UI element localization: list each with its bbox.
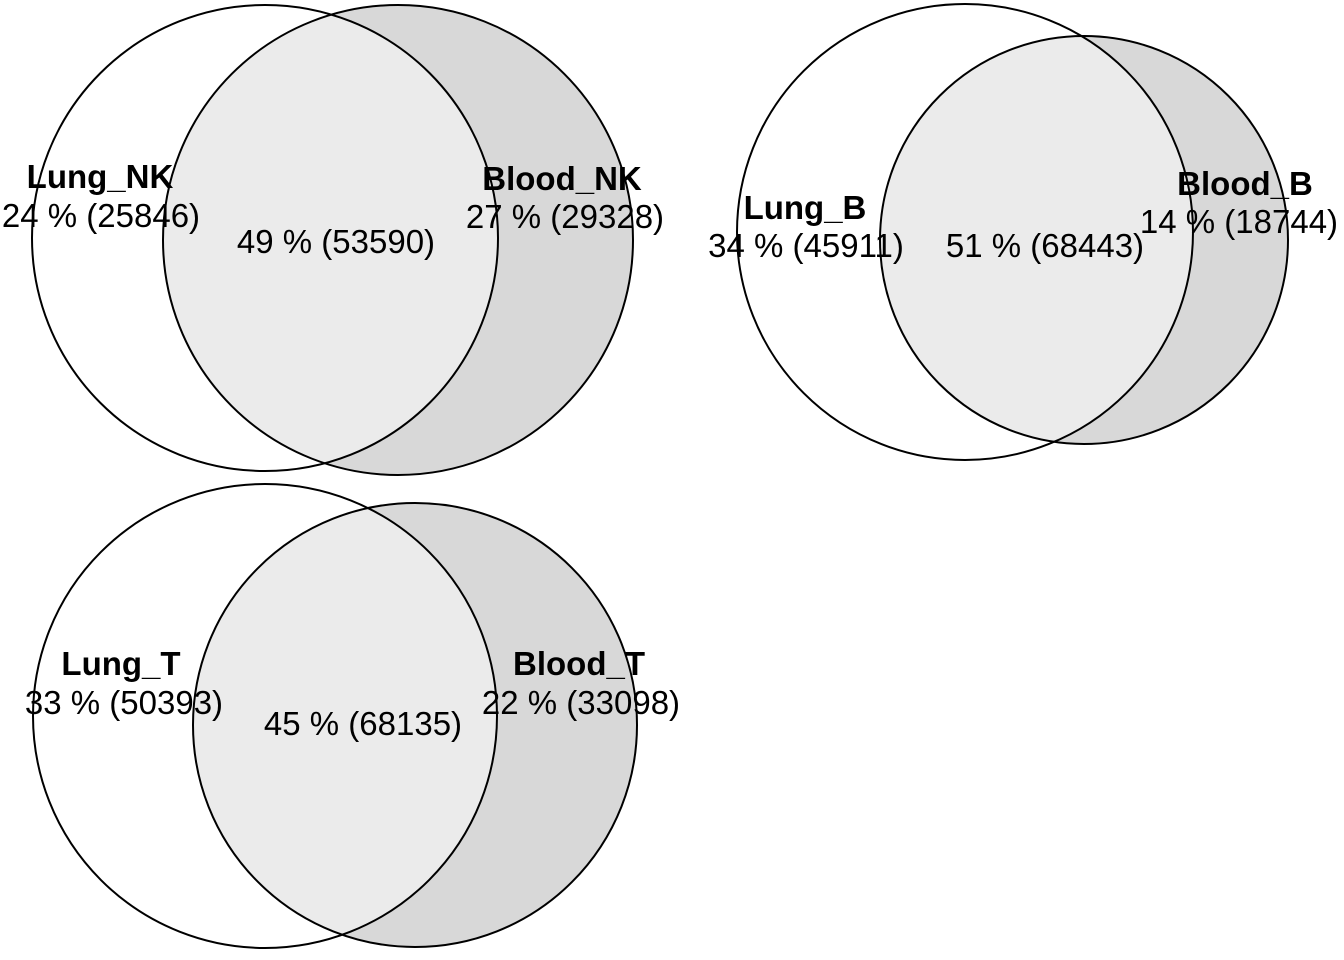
- lung-t-value: 33 % (50393): [25, 684, 223, 721]
- lung-b-label: Lung_B: [744, 189, 867, 226]
- blood-b-value: 14 % (18744): [1140, 203, 1338, 240]
- blood-nk-circle-outline: [162, 4, 634, 476]
- blood-b-label: Blood_B: [1177, 165, 1313, 202]
- venn-diagram-nk: Lung_NK 24 % (25846) 49 % (53590) Blood_…: [2, 4, 664, 476]
- t-intersection-region: [193, 503, 497, 947]
- blood-t-label: Blood_T: [513, 645, 645, 682]
- blood-nk-label: Blood_NK: [482, 160, 642, 197]
- blood-nk-value: 27 % (29328): [466, 198, 664, 235]
- blood-t-value: 22 % (33098): [482, 684, 680, 721]
- t-intersection-value: 45 % (68135): [264, 705, 462, 742]
- lung-b-circle-outline: [736, 3, 1194, 461]
- lung-nk-value: 24 % (25846): [2, 197, 200, 234]
- lung-nk-circle-outline: [31, 4, 499, 472]
- lung-t-circle-outline: [32, 483, 498, 949]
- blood-b-circle-outline: [879, 35, 1289, 445]
- venn-diagram-b: Lung_B 34 % (45911) 51 % (68443) Blood_B…: [708, 3, 1338, 461]
- nk-intersection-region: [163, 5, 498, 471]
- venn-diagram-t: Lung_T 33 % (50393) 45 % (68135) Blood_T…: [25, 483, 680, 949]
- lung-nk-label: Lung_NK: [27, 158, 174, 195]
- lung-t-label: Lung_T: [61, 645, 180, 682]
- b-intersection-value: 51 % (68443): [946, 227, 1144, 264]
- nk-intersection-value: 49 % (53590): [237, 223, 435, 260]
- blood-t-circle-outline: [192, 502, 638, 948]
- lung-b-value: 34 % (45911): [708, 227, 904, 264]
